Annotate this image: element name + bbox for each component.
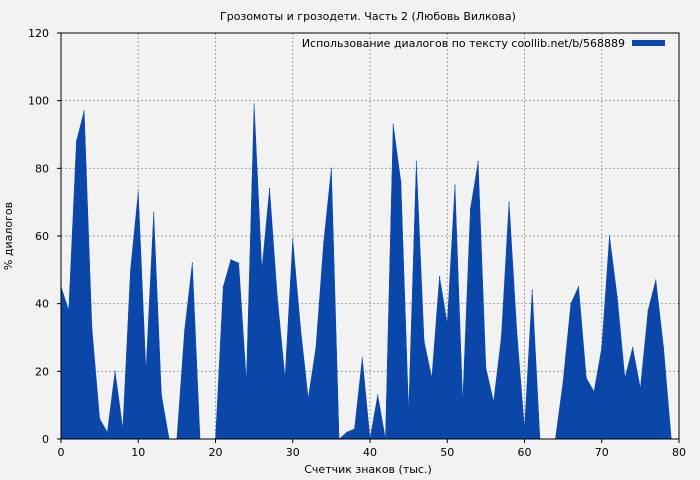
data-point bbox=[408, 411, 410, 413]
data-point bbox=[222, 286, 224, 288]
data-point bbox=[330, 167, 332, 169]
data-point bbox=[392, 123, 394, 125]
data-point bbox=[531, 289, 533, 291]
data-point bbox=[516, 330, 518, 332]
data-point bbox=[639, 387, 641, 389]
x-tick-label: 30 bbox=[286, 446, 300, 459]
data-point bbox=[454, 184, 456, 186]
data-point bbox=[377, 394, 379, 396]
data-point bbox=[485, 367, 487, 369]
data-point bbox=[585, 377, 587, 379]
data-point bbox=[75, 140, 78, 142]
data-point bbox=[261, 269, 263, 271]
data-point bbox=[315, 347, 317, 349]
data-point bbox=[462, 401, 464, 403]
data-point bbox=[99, 418, 101, 420]
data-point bbox=[493, 401, 495, 403]
data-point bbox=[353, 428, 356, 430]
legend-swatch bbox=[632, 40, 665, 46]
data-point bbox=[608, 235, 611, 237]
data-point bbox=[508, 201, 510, 203]
data-point bbox=[477, 160, 479, 163]
y-tick-label: 120 bbox=[28, 27, 49, 40]
y-tick-label: 20 bbox=[35, 365, 49, 378]
data-point bbox=[423, 340, 425, 342]
data-point bbox=[268, 188, 271, 190]
data-point bbox=[523, 428, 526, 430]
x-axis-label: Счетчик знаков (тыс.) bbox=[304, 463, 432, 476]
data-point bbox=[284, 377, 286, 379]
data-point bbox=[415, 160, 417, 163]
data-point bbox=[68, 309, 70, 312]
data-point bbox=[91, 326, 93, 328]
x-tick-label: 60 bbox=[518, 446, 532, 459]
data-point bbox=[122, 428, 124, 430]
data-point bbox=[299, 326, 302, 328]
y-tick-label: 80 bbox=[35, 162, 49, 175]
series-area-0 bbox=[60, 104, 672, 440]
data-point bbox=[253, 103, 255, 105]
chart-title: Грозомоты и грозодети. Часть 2 (Любовь В… bbox=[220, 10, 516, 23]
grid bbox=[61, 33, 679, 439]
data-point bbox=[230, 259, 232, 261]
y-tick-label: 40 bbox=[35, 298, 49, 311]
data-point bbox=[238, 262, 240, 264]
y-tick-label: 100 bbox=[28, 95, 49, 108]
x-tick-label: 0 bbox=[58, 446, 65, 459]
data-point bbox=[114, 370, 116, 372]
data-point bbox=[624, 377, 626, 379]
x-tick-label: 20 bbox=[209, 446, 223, 459]
data-point bbox=[137, 191, 139, 193]
data-point bbox=[400, 181, 402, 183]
x-tick-label: 10 bbox=[131, 446, 145, 459]
legend: Использование диалогов по тексту coollib… bbox=[302, 37, 665, 50]
y-tick-label: 0 bbox=[42, 433, 49, 446]
x-tick-label: 50 bbox=[440, 446, 454, 459]
data-point bbox=[662, 347, 665, 349]
data-point bbox=[245, 380, 247, 383]
data-point bbox=[145, 370, 147, 372]
data-point bbox=[438, 276, 441, 278]
data-point bbox=[469, 208, 472, 210]
data-point bbox=[106, 431, 108, 433]
data-point bbox=[431, 377, 433, 379]
data-point bbox=[593, 391, 595, 393]
data-point bbox=[191, 262, 193, 264]
data-point bbox=[655, 279, 657, 281]
data-point bbox=[292, 238, 294, 240]
data-point bbox=[307, 397, 309, 399]
data-point bbox=[323, 242, 325, 244]
data-point bbox=[601, 347, 603, 349]
data-point bbox=[160, 394, 163, 396]
data-point bbox=[500, 336, 502, 339]
data-point bbox=[129, 269, 132, 271]
x-tick-label: 70 bbox=[595, 446, 609, 459]
data-point bbox=[346, 431, 348, 433]
x-tick-label: 80 bbox=[672, 446, 686, 459]
legend-label: Использование диалогов по тексту coollib… bbox=[302, 37, 625, 50]
data-point bbox=[616, 296, 618, 298]
ticks: 0 10 20 30 40 50 60 70 80 0 20 40 60 80 100 120 bbox=[28, 27, 686, 459]
data-point bbox=[83, 110, 85, 112]
x-tick-label: 40 bbox=[363, 446, 377, 459]
data-point bbox=[570, 303, 572, 305]
data-point bbox=[446, 323, 448, 325]
data-point bbox=[153, 211, 155, 213]
data-point bbox=[361, 357, 363, 359]
data-point bbox=[276, 296, 278, 298]
data-point bbox=[577, 286, 580, 288]
data-point bbox=[632, 347, 634, 349]
data-point bbox=[562, 380, 564, 383]
y-axis-label: % диалогов bbox=[2, 202, 15, 270]
y-tick-label: 60 bbox=[35, 230, 49, 243]
data-point bbox=[184, 330, 186, 332]
data-point bbox=[647, 309, 649, 312]
